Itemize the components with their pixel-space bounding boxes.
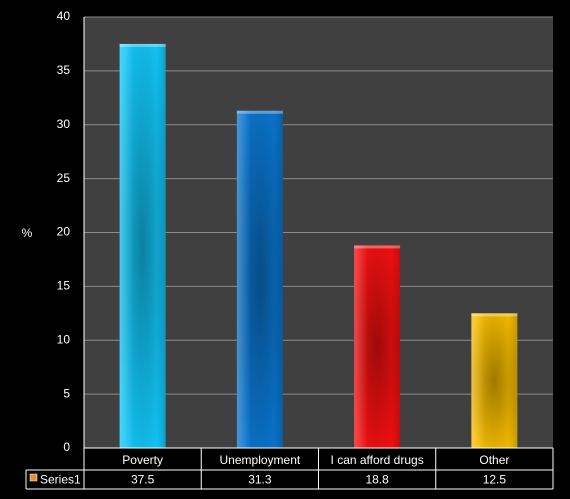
x-tick-label: I can afford drugs xyxy=(331,453,424,467)
legend-label: Series1 xyxy=(40,473,81,487)
y-tick-label: 5 xyxy=(63,386,70,400)
bar-gloss xyxy=(119,43,166,448)
bar-cap xyxy=(471,313,518,317)
table-value: 18.8 xyxy=(365,473,389,487)
y-tick-label: 25 xyxy=(57,171,71,185)
bar-gloss xyxy=(236,110,283,449)
x-tick-label: Unemployment xyxy=(220,453,301,467)
x-tick-label: Poverty xyxy=(122,453,163,467)
y-axis-label: % xyxy=(22,226,33,240)
y-tick-label: 10 xyxy=(57,332,71,346)
bar-gloss xyxy=(471,313,518,448)
bar-cap xyxy=(236,110,283,114)
bar-cap xyxy=(119,43,166,47)
table-value: 12.5 xyxy=(483,473,507,487)
table-value: 37.5 xyxy=(131,473,155,487)
y-tick-label: 0 xyxy=(63,440,70,454)
y-tick-label: 30 xyxy=(57,117,71,131)
y-tick-label: 15 xyxy=(57,279,71,293)
y-tick-label: 20 xyxy=(57,225,71,239)
x-tick-label: Other xyxy=(479,453,509,467)
legend-key xyxy=(29,473,38,482)
y-tick-label: 40 xyxy=(57,9,71,23)
bar-cap xyxy=(354,245,401,249)
y-tick-label: 35 xyxy=(57,63,71,77)
table-value: 31.3 xyxy=(248,473,272,487)
bar-gloss xyxy=(354,245,401,448)
